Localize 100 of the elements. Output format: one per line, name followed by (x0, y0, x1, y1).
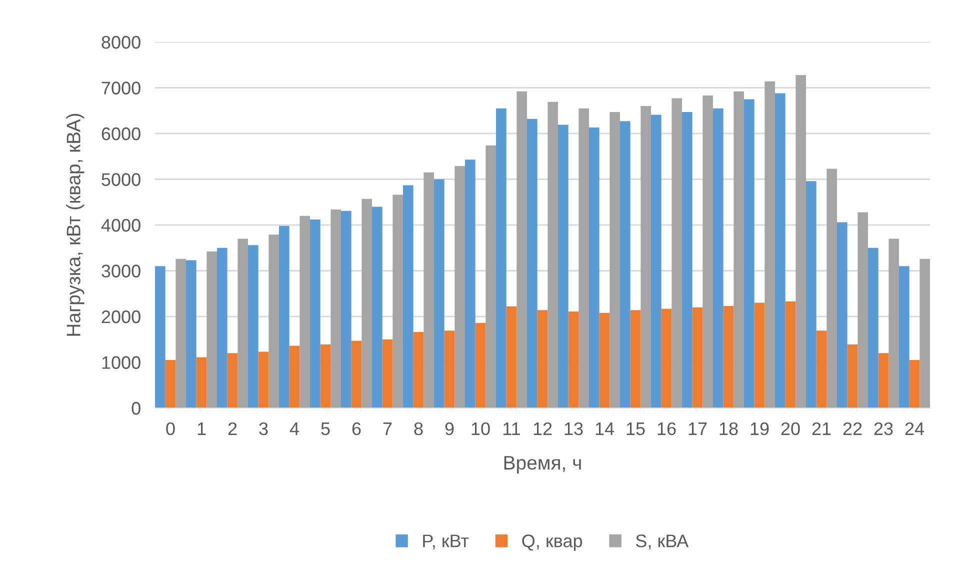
bar (610, 112, 620, 408)
bar (258, 352, 269, 408)
y-tick-label: 7000 (102, 82, 140, 94)
bar (651, 114, 662, 408)
bar (599, 312, 610, 408)
bar (330, 209, 341, 408)
y-axis-title: Нагрузка, кВт (квар, кВА) (66, 114, 84, 336)
bar (289, 346, 300, 408)
x-tick-label: 9 (445, 422, 454, 436)
bar (558, 124, 568, 408)
bar (486, 145, 496, 408)
y-tick-label: 1000 (102, 356, 140, 369)
x-tick-label: 13 (564, 422, 583, 436)
bar (837, 222, 848, 408)
bar (186, 260, 196, 408)
bar (734, 91, 744, 408)
bar (899, 266, 910, 408)
bar (248, 245, 258, 408)
y-tick-label: 5000 (102, 173, 140, 186)
x-tick-label: 5 (321, 422, 330, 436)
x-axis-title: Время, ч (504, 456, 581, 474)
bar (444, 330, 455, 408)
bar (465, 160, 476, 408)
y-tick-label: 3000 (102, 264, 140, 278)
x-tick-label: 0 (166, 422, 175, 436)
x-tick-label: 23 (874, 422, 893, 436)
legend-label: P, кВт (423, 534, 469, 550)
bar (413, 332, 424, 408)
bar (878, 353, 889, 408)
bar (692, 307, 703, 408)
bar (516, 91, 527, 408)
x-tick-label: 15 (626, 422, 645, 436)
bar (300, 216, 310, 408)
bar (165, 360, 176, 408)
bar (434, 179, 444, 408)
x-tick-label: 7 (383, 422, 392, 435)
x-tick-label: 16 (658, 422, 676, 436)
bar (176, 258, 186, 408)
bar (268, 234, 279, 408)
bar (785, 301, 796, 408)
bar (578, 108, 589, 408)
x-tick-label: 24 (905, 422, 924, 435)
bar (806, 181, 816, 408)
x-tick-label: 11 (504, 422, 520, 435)
bar (238, 238, 248, 408)
bar (475, 322, 486, 408)
bar (858, 212, 868, 408)
bar (620, 121, 630, 408)
bar (279, 226, 290, 408)
bar (630, 310, 641, 408)
x-tick-label: 10 (472, 422, 490, 436)
bar (310, 220, 320, 408)
x-tick-label: 12 (534, 422, 552, 435)
bar (826, 168, 837, 408)
bar (723, 306, 734, 408)
bar (640, 106, 651, 408)
x-tick-label: 17 (688, 422, 707, 435)
bar (568, 311, 579, 408)
bar (754, 302, 765, 408)
bar (847, 344, 858, 408)
x-tick-label: 19 (750, 422, 769, 436)
y-tick-label: 8000 (102, 36, 140, 49)
bar (702, 96, 713, 408)
bar (888, 238, 899, 408)
x-tick-label: 1 (198, 422, 206, 435)
x-tick-label: 3 (259, 422, 268, 436)
bar (661, 308, 672, 408)
bar (537, 310, 548, 408)
bar (868, 248, 878, 408)
bar (548, 102, 558, 408)
x-tick-label: 14 (596, 422, 614, 435)
x-tick-label: 6 (352, 422, 361, 436)
bar (744, 99, 754, 408)
bar (454, 166, 465, 408)
bar (764, 81, 775, 408)
x-tick-label: 18 (720, 422, 738, 436)
y-tick-label: 6000 (102, 127, 140, 140)
bar (382, 339, 393, 408)
bar (351, 340, 362, 408)
bar (527, 118, 538, 408)
bar (372, 206, 382, 408)
bar (796, 74, 806, 408)
bar (920, 258, 930, 408)
y-tick-label: 0 (132, 402, 140, 415)
bar (392, 194, 403, 408)
bar (341, 210, 352, 408)
bar (155, 266, 166, 408)
bar (589, 128, 600, 408)
bar (196, 357, 207, 408)
bar (713, 108, 724, 408)
bar (672, 98, 682, 408)
x-tick-label: 21 (812, 422, 831, 435)
bar (506, 306, 517, 408)
x-tick-label: 8 (414, 422, 423, 436)
x-tick-label: 20 (781, 422, 800, 436)
bar (909, 360, 920, 408)
legend-label: S, кВА (636, 534, 689, 550)
bar (320, 344, 331, 408)
y-tick-label: 4000 (101, 218, 140, 232)
bar (362, 198, 372, 408)
